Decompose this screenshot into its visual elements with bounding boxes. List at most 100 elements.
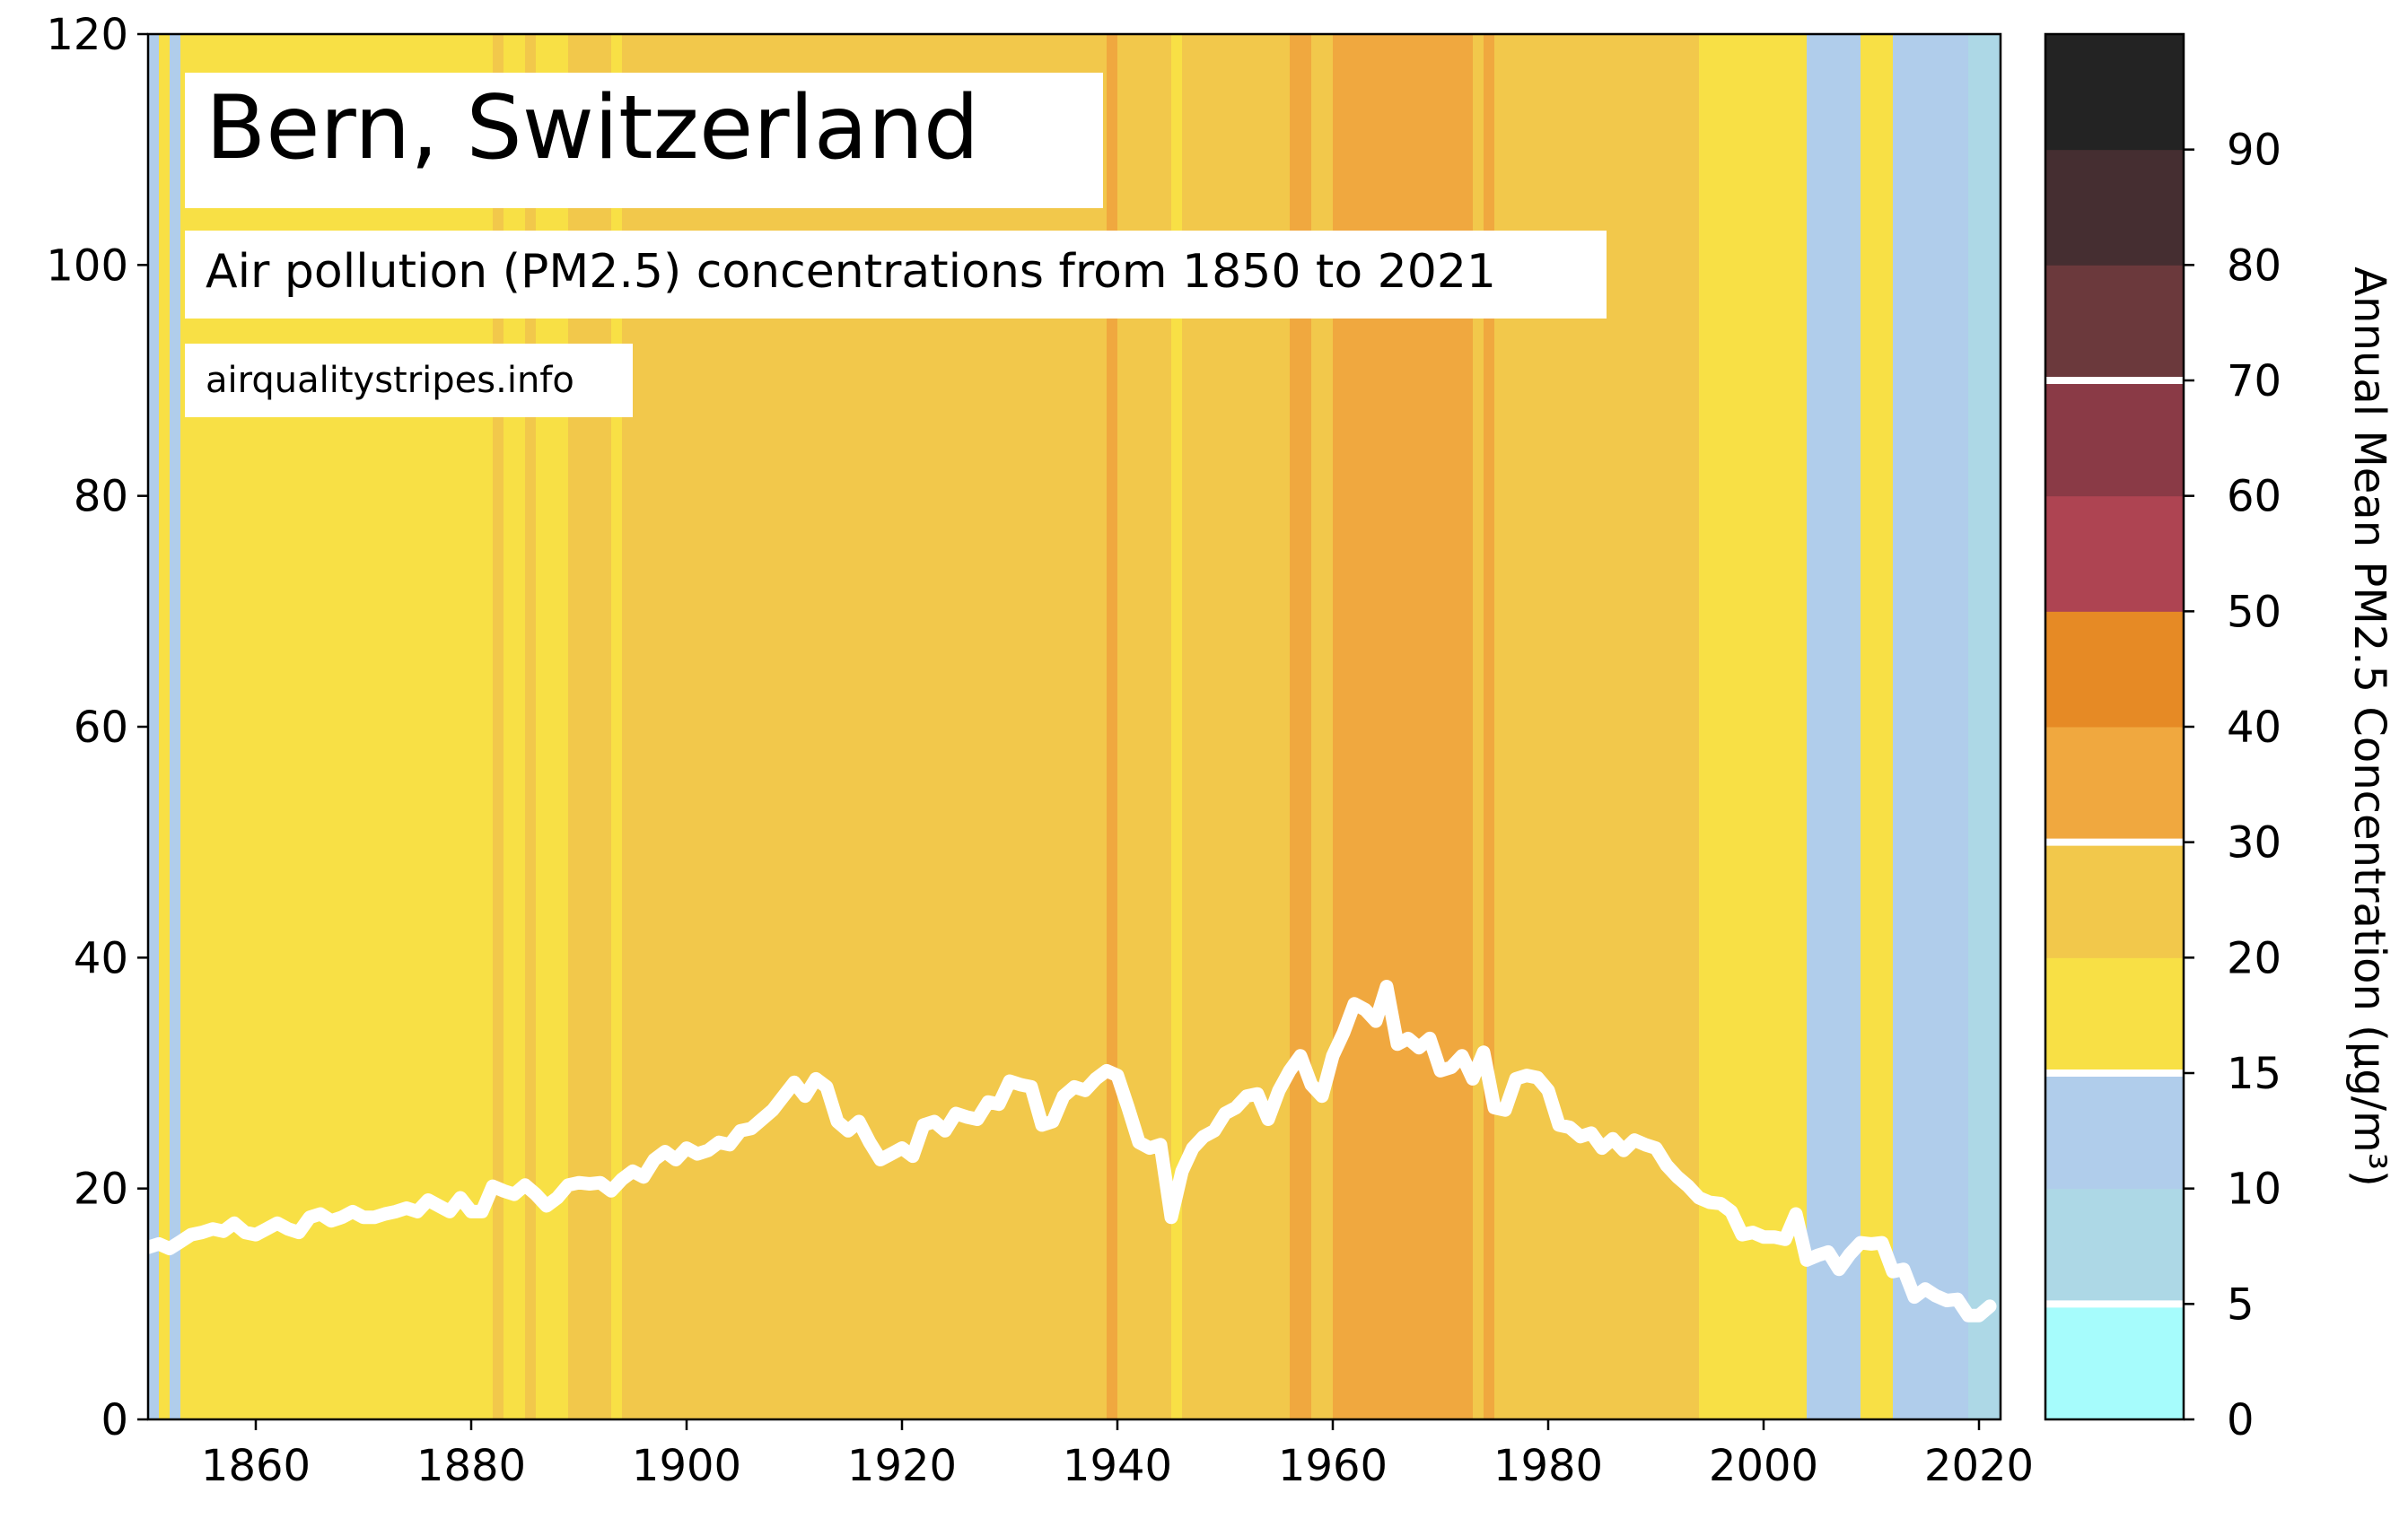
stripe <box>1128 34 1140 1419</box>
stripe <box>697 34 709 1419</box>
stripe <box>1699 34 1711 1419</box>
stripe <box>1677 34 1689 1419</box>
stripe <box>1333 34 1344 1419</box>
colorbar-tick-label: 20 <box>2227 933 2281 983</box>
stripe <box>665 34 677 1419</box>
colorbar-segment <box>2045 1304 2184 1420</box>
stripe <box>1602 34 1614 1419</box>
stripe <box>1559 34 1571 1419</box>
line <box>148 980 1997 1323</box>
stripe <box>1204 34 1215 1419</box>
stripe <box>977 34 989 1419</box>
colorbar-tick-label: 60 <box>2227 472 2281 522</box>
stripe <box>148 34 160 1419</box>
stripe <box>1721 34 1732 1419</box>
stripe <box>730 34 741 1419</box>
colorbar-tick-label: 10 <box>2227 1165 2281 1215</box>
x-tick-label: 1980 <box>1493 1441 1603 1491</box>
colorbar-segment <box>2045 265 2184 381</box>
stripe <box>988 34 1000 1419</box>
stripe <box>1817 34 1829 1419</box>
stripe <box>902 34 914 1419</box>
stripe <box>1268 34 1280 1419</box>
x-tick-label: 1960 <box>1278 1441 1388 1491</box>
stripe <box>654 34 666 1419</box>
stripe <box>891 34 903 1419</box>
colorbar-tick-label: 30 <box>2227 818 2281 869</box>
stripe <box>859 34 871 1419</box>
stripe <box>1031 34 1043 1419</box>
stripe <box>1257 34 1269 1419</box>
stripe <box>1236 34 1248 1419</box>
stripe <box>1365 34 1377 1419</box>
stripe <box>740 34 752 1419</box>
x-tick-label: 2020 <box>1924 1441 2034 1491</box>
title-box <box>185 73 1103 208</box>
stripe <box>1624 34 1635 1419</box>
stripe <box>1376 34 1388 1419</box>
stripe <box>784 34 795 1419</box>
stripe <box>170 34 181 1419</box>
stripe <box>1053 34 1064 1419</box>
stripe <box>687 34 698 1419</box>
stripe <box>1742 34 1754 1419</box>
colorbar-segment <box>2045 727 2184 843</box>
y-tick-label: 120 <box>46 10 128 60</box>
colorbar-segment <box>2045 1188 2184 1305</box>
stripe <box>751 34 763 1419</box>
colorbar-segment <box>2045 842 2184 958</box>
stripe <box>1839 34 1851 1419</box>
stripe <box>1074 34 1086 1419</box>
stripe <box>1914 34 1926 1419</box>
stripe <box>1796 34 1808 1419</box>
stripe <box>1764 34 1775 1419</box>
stripe <box>1667 34 1678 1419</box>
stripe <box>1010 34 1021 1419</box>
y-tick-label: 60 <box>74 703 128 753</box>
stripe <box>1354 34 1366 1419</box>
y-tick-label: 100 <box>46 240 128 291</box>
stripe <box>1710 34 1721 1419</box>
stripe <box>1774 34 1786 1419</box>
y-tick-label: 0 <box>101 1395 128 1445</box>
colorbar-label: Annual Mean PM2.5 Concentration (µg/m³) <box>2344 266 2395 1187</box>
stripe <box>1408 34 1420 1419</box>
stripe <box>1397 34 1409 1419</box>
stripe <box>1020 34 1032 1419</box>
stripe <box>999 34 1011 1419</box>
stripe <box>945 34 957 1419</box>
x-tick-label: 1900 <box>632 1441 741 1491</box>
colorbar-segment <box>2045 1073 2184 1190</box>
colorbar-segment <box>2045 380 2184 497</box>
stripe <box>676 34 687 1419</box>
colorbar-tick-label: 5 <box>2227 1279 2255 1330</box>
stripe <box>837 34 849 1419</box>
colorbar-tick-label: 40 <box>2227 703 2281 753</box>
colorbar-tick-label: 50 <box>2227 587 2281 637</box>
stripe <box>880 34 892 1419</box>
stripe <box>1828 34 1840 1419</box>
y-tick-label: 80 <box>74 472 128 522</box>
colorbar-segment <box>2045 611 2184 728</box>
stripe <box>913 34 924 1419</box>
x-tick-label: 1880 <box>416 1441 526 1491</box>
stripe <box>934 34 946 1419</box>
stripe <box>1570 34 1581 1419</box>
stripe <box>1688 34 1700 1419</box>
stripe <box>1139 34 1151 1419</box>
x-tick-label: 1860 <box>201 1441 311 1491</box>
stripe <box>1990 34 2001 1419</box>
y-tick-label: 20 <box>74 1165 128 1215</box>
stripe <box>1753 34 1764 1419</box>
stripe <box>1591 34 1603 1419</box>
stripe <box>1979 34 1991 1419</box>
y-tick-label: 40 <box>74 933 128 983</box>
stripe <box>1150 34 1161 1419</box>
stripe <box>1387 34 1398 1419</box>
stripe <box>1548 34 1560 1419</box>
stripe <box>1968 34 1980 1419</box>
x-tick-label: 1920 <box>847 1441 957 1491</box>
stripe <box>1904 34 1915 1419</box>
source-box <box>185 344 633 417</box>
